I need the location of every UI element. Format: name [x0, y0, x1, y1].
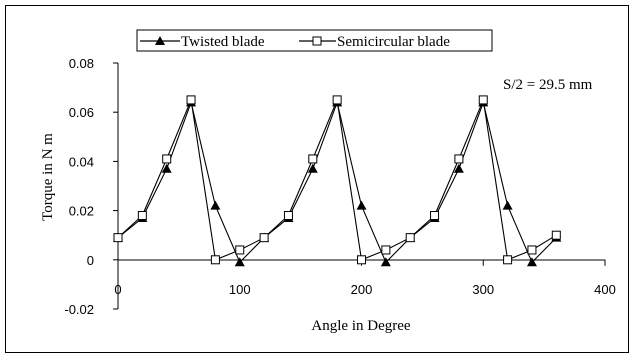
- x-tick-label: 300: [472, 282, 494, 297]
- data-point-triangle: [210, 200, 221, 210]
- data-point-square: [332, 95, 342, 105]
- data-point-square: [551, 230, 561, 240]
- series-semicircular-blade: [113, 95, 561, 265]
- y-tick-label: -0.02: [64, 302, 94, 317]
- data-point-triangle: [307, 163, 318, 173]
- data-point-triangle: [453, 163, 464, 173]
- data-point-square: [235, 245, 245, 255]
- y-axis-title: Torque in N m: [40, 133, 56, 221]
- x-tick-label: 400: [594, 282, 616, 297]
- x-tick-label: 100: [229, 282, 251, 297]
- y-tick-label: 0.08: [69, 56, 94, 71]
- data-point-square: [503, 255, 513, 265]
- data-point-square: [405, 233, 415, 243]
- data-point-triangle: [356, 200, 367, 210]
- y-tick-label: 0.02: [69, 204, 94, 219]
- data-point-triangle: [234, 257, 245, 267]
- chart-legend: Twisted blade Semicircular blade: [136, 29, 493, 52]
- x-axis-title: Angle in Degree: [311, 318, 410, 334]
- y-tick-label: 0.04: [69, 154, 94, 169]
- legend-label-twisted: Twisted blade: [181, 34, 265, 50]
- data-point-square: [527, 245, 537, 255]
- legend-label-semicircular: Semicircular blade: [337, 34, 450, 50]
- data-point-triangle: [161, 163, 172, 173]
- series-layer: [113, 95, 562, 267]
- data-point-triangle: [502, 200, 513, 210]
- data-point-square: [357, 255, 366, 265]
- x-axis: 0 100 200 300 400: [114, 259, 616, 297]
- x-tick-label: 0: [114, 282, 121, 297]
- data-point-square: [381, 245, 391, 255]
- data-point-square: [308, 154, 318, 164]
- data-point-square: [283, 211, 293, 221]
- data-point-square: [186, 95, 196, 105]
- data-point-triangle: [526, 257, 537, 267]
- data-point-square: [454, 154, 464, 164]
- data-point-square: [259, 233, 269, 243]
- data-point-square: [210, 255, 220, 265]
- data-point-square: [113, 233, 123, 243]
- legend-marker-twisted: [155, 36, 165, 45]
- legend-marker-semicircular: [312, 36, 322, 46]
- y-tick-label: 0: [87, 253, 94, 268]
- series-line: [117, 100, 557, 264]
- x-tick-label: 200: [351, 282, 373, 297]
- data-point-square: [162, 154, 172, 164]
- series-twisted-blade: [113, 97, 562, 267]
- data-point-square: [478, 95, 488, 105]
- data-point-square: [137, 211, 147, 221]
- y-axis: -0.02 0 0.02 0.04 0.06 0.08: [64, 56, 119, 317]
- chart-frame: [5, 5, 629, 353]
- data-point-square: [430, 211, 440, 221]
- chart-annotation: S/2 = 29.5 mm: [503, 77, 593, 93]
- y-tick-label: 0.06: [69, 105, 94, 120]
- data-point-triangle: [380, 257, 391, 267]
